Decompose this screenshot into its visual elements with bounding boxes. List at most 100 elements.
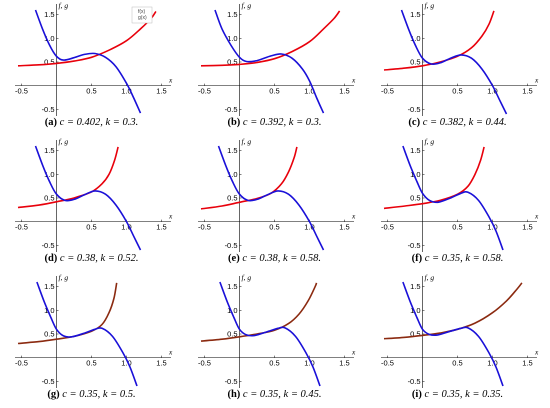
- y-tick-label: -0.5: [42, 105, 55, 114]
- panel-caption-text: c = 0.35, k = 0.58.: [422, 253, 504, 264]
- y-tick-label: -0.5: [408, 105, 421, 114]
- x-axis-label: x: [351, 76, 356, 85]
- x-axis-label: x: [534, 76, 539, 85]
- chart-svg: -0.5 0.5 1.0 1.5-0.50.51.01.5xf, g: [381, 273, 539, 388]
- x-tick-label: 0.5: [269, 223, 279, 232]
- x-tick-label: -0.5: [381, 223, 394, 232]
- x-tick-label: 1.0: [304, 87, 314, 96]
- series-line: [219, 281, 321, 387]
- panel-caption-text: c = 0.402, k = 0.3.: [57, 117, 139, 128]
- x-tick-label: 1.0: [304, 223, 314, 232]
- panel-caption: (b) c = 0.392, k = 0.3.: [183, 117, 366, 128]
- panel-label: (a): [44, 117, 57, 128]
- x-tick-label: 1.5: [522, 359, 532, 368]
- legend-box: [131, 6, 153, 24]
- y-tick-label: 1.5: [410, 10, 420, 19]
- x-tick-label: 0.5: [86, 223, 96, 232]
- x-axis-label: x: [534, 348, 539, 357]
- series-line: [400, 9, 508, 115]
- x-tick-label: -0.5: [381, 87, 394, 96]
- x-tick-label: 0.5: [269, 87, 279, 96]
- y-axis-label: f, g: [59, 273, 69, 282]
- y-tick-label: 1.5: [227, 10, 237, 19]
- y-tick-label: 0.5: [227, 58, 237, 67]
- panel-caption-text: c = 0.35, k = 0.5.: [59, 389, 136, 400]
- chart-svg: -0.5 0.5 1.0 1.5-0.50.51.01.5xf, g: [198, 273, 356, 388]
- y-tick-label: 1.0: [44, 306, 54, 315]
- x-tick-label: 0.5: [86, 87, 96, 96]
- y-tick-label: -0.5: [42, 241, 55, 250]
- series-line: [214, 9, 325, 114]
- series-line: [383, 10, 495, 71]
- y-tick-label: 0.5: [44, 194, 54, 203]
- panel-caption: (i) c = 0.35, k = 0.35.: [366, 389, 549, 400]
- y-tick-label: -0.5: [42, 377, 55, 386]
- chart-panel: -0.5 0.5 1.0 1.5 -0.5 0.5 1.0 1.5 x f, g f(x) g(x)(…: [0, 0, 183, 136]
- chart-svg: -0.5 0.5 1.0 1.5-0.50.51.01.5xf, g: [198, 137, 356, 252]
- y-tick-label: 1.0: [227, 34, 237, 43]
- y-axis-label: f, g: [242, 137, 252, 146]
- x-tick-label: -0.5: [15, 223, 28, 232]
- y-tick-label: 0.5: [44, 330, 54, 339]
- panel-label: (b): [227, 117, 241, 128]
- y-tick-label: 0.5: [410, 194, 420, 203]
- chart-svg: -0.5 0.5 1.0 1.5-0.50.51.01.5xf, g: [15, 273, 173, 388]
- x-axis-label: x: [168, 212, 173, 221]
- series-line: [36, 281, 138, 387]
- x-tick-label: 1.5: [522, 223, 532, 232]
- x-tick-label: 0.5: [452, 223, 462, 232]
- y-tick-label: 0.5: [44, 58, 54, 67]
- y-tick-label: 1.5: [44, 146, 54, 155]
- panel-caption-text: c = 0.392, k = 0.3.: [240, 117, 322, 128]
- x-tick-label: -0.5: [381, 359, 394, 368]
- panel-caption: (a) c = 0.402, k = 0.3.: [0, 117, 183, 128]
- x-tick-label: 0.5: [269, 359, 279, 368]
- y-axis-label: f, g: [242, 273, 252, 282]
- x-tick-label: 1.0: [304, 359, 314, 368]
- chart-svg: -0.5 0.5 1.0 1.5-0.50.51.01.5xf, g: [198, 1, 356, 116]
- chart-panel: -0.5 0.5 1.0 1.5 -0.5 0.5 1.0 1.5 x f, g (e) c = 0…: [183, 136, 366, 272]
- x-tick-label: 1.5: [339, 223, 349, 232]
- legend-entry: g(x): [138, 15, 147, 21]
- x-tick-label: 0.5: [86, 359, 96, 368]
- panel-caption-text: c = 0.35, k = 0.45.: [240, 389, 322, 400]
- series-line: [34, 9, 142, 114]
- x-tick-label: 0.5: [452, 87, 462, 96]
- y-tick-label: 1.0: [44, 170, 54, 179]
- panel-caption-text: c = 0.35, k = 0.35.: [421, 389, 504, 400]
- series-line: [17, 282, 118, 345]
- panel-caption-text: c = 0.38, k = 0.52.: [57, 253, 139, 264]
- chart-svg: -0.5 0.5 1.0 1.5-0.50.51.01.5xf, g: [381, 137, 539, 252]
- y-tick-label: 1.0: [227, 306, 237, 315]
- panel-caption-text: c = 0.382, k = 0.44.: [420, 117, 507, 128]
- x-axis-label: x: [351, 348, 356, 357]
- panel-caption: (d) c = 0.38, k = 0.52.: [0, 253, 183, 264]
- panel-label: (c): [408, 117, 421, 128]
- panel-label: (h): [227, 389, 241, 400]
- y-axis-label: f, g: [242, 1, 252, 10]
- y-tick-label: -0.5: [225, 241, 238, 250]
- panel-caption-text: c = 0.38, k = 0.58.: [239, 253, 321, 264]
- x-axis-label: x: [351, 212, 356, 221]
- series-line: [383, 146, 485, 210]
- series-line: [200, 282, 318, 342]
- y-axis-label: f, g: [425, 273, 435, 282]
- y-tick-label: 1.0: [410, 34, 420, 43]
- y-tick-label: -0.5: [225, 377, 238, 386]
- x-axis-label: x: [168, 348, 173, 357]
- y-tick-label: 0.5: [410, 330, 420, 339]
- legend-entry: f(x): [138, 9, 146, 15]
- chart-panel: -0.5 0.5 1.0 1.5 -0.5 0.5 1.0 1.5 x f, g (b) c = 0…: [183, 0, 366, 136]
- x-tick-label: 1.5: [522, 87, 532, 96]
- chart-panel: -0.5 0.5 1.0 1.5 -0.5 0.5 1.0 1.5 x f, g (h) c = 0…: [183, 272, 366, 408]
- series-line: [402, 145, 504, 251]
- chart-panel: -0.5 0.5 1.0 1.5 -0.5 0.5 1.0 1.5 x f, g (i) c = 0…: [366, 272, 549, 408]
- y-tick-label: 1.5: [227, 146, 237, 155]
- x-tick-label: 1.0: [487, 223, 497, 232]
- x-tick-label: 1.5: [339, 359, 349, 368]
- chart-svg: -0.5 0.5 1.0 1.5-0.50.51.01.5xf, gf(x)g(x): [15, 1, 173, 116]
- x-tick-label: 1.0: [121, 223, 131, 232]
- panel-label: (g): [47, 389, 60, 400]
- x-tick-label: -0.5: [198, 359, 211, 368]
- x-tick-label: -0.5: [15, 359, 28, 368]
